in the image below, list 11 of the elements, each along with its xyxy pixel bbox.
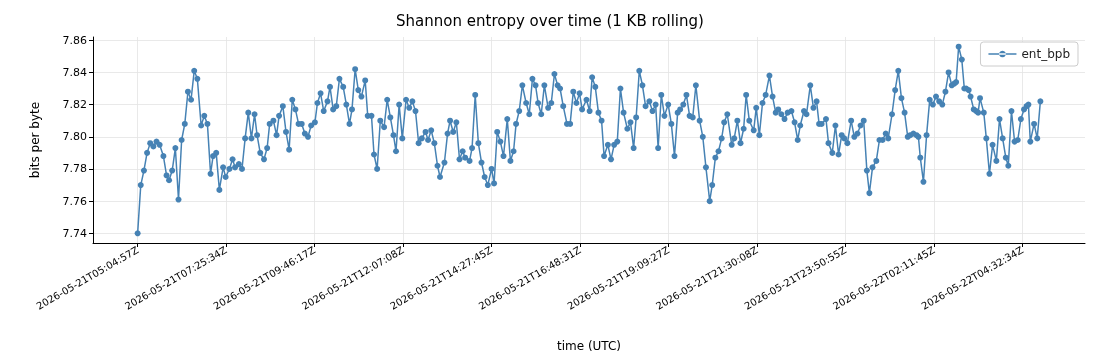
y-tick-label: 7.80 [62, 130, 87, 144]
y-tick-label: 7.74 [62, 226, 87, 240]
y-tick-label: 7.82 [62, 98, 87, 112]
y-tick-label: 7.76 [62, 194, 87, 208]
y-tick-label: 7.78 [62, 162, 87, 176]
chart-title: Shannon entropy over time (1 KB rolling) [396, 11, 704, 30]
y-axis-title: bits per byte [28, 101, 42, 179]
legend-label: ent_bpb [1021, 47, 1070, 61]
y-tick-label: 7.86 [62, 33, 87, 47]
y-tick-label: 7.84 [62, 65, 87, 79]
x-axis-title: time (UTC) [556, 339, 622, 353]
